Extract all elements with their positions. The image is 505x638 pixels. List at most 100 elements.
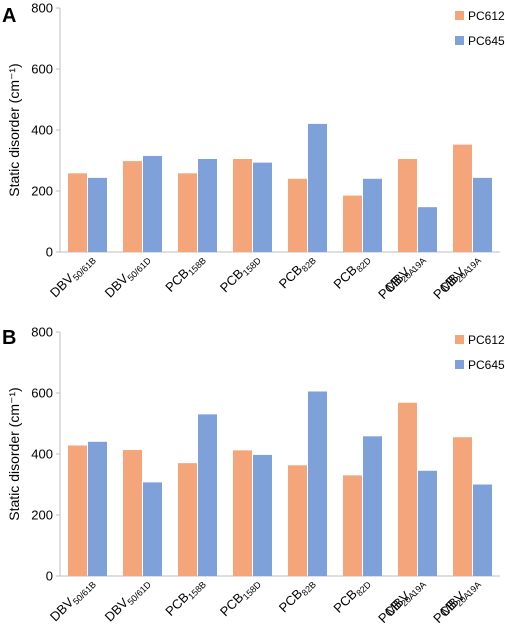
x-tick-label-subscript: 50/61B [71, 579, 98, 606]
bar-pc612-3 [233, 450, 252, 576]
bar-pc645-5 [363, 178, 382, 252]
bar-pc612-7 [453, 144, 472, 252]
bar-pc612-1 [123, 450, 142, 576]
bar-pc612-0 [68, 173, 87, 252]
legend-label-pc645: PC645 [468, 34, 505, 48]
x-tick-label-line: PCB158D [217, 574, 263, 620]
x-tick-label-line: DBV50/61B [47, 251, 98, 302]
x-tick-label-subscript: 82D [354, 255, 373, 274]
x-tick-label-subscript: 158B [186, 579, 208, 601]
x-tick-label-line: PCB82B [276, 251, 318, 293]
panel-label: A [2, 5, 16, 27]
bar-pc612-5 [343, 195, 362, 252]
bar-pc645-2 [198, 414, 217, 576]
legend-label-pc612: PC612 [468, 333, 505, 347]
x-tick-label-line: PCB82D [330, 574, 373, 617]
legend-swatch-pc645 [455, 360, 464, 369]
x-tick-label-subscript: 50/61D [125, 255, 153, 283]
bar-pc645-7 [473, 484, 492, 576]
x-tick-label-subscript: 158D [241, 579, 264, 602]
bar-pc645-0 [88, 441, 107, 576]
bar-pc612-6 [398, 158, 417, 252]
bar-pc645-6 [418, 207, 437, 252]
bar-pc645-4 [308, 123, 327, 253]
bar-pc645-2 [198, 158, 217, 252]
bar-pc645-4 [308, 391, 327, 576]
bar-pc612-1 [123, 161, 142, 252]
bar-pc645-0 [88, 177, 107, 252]
x-tick-label-1: DBV50/61D [102, 250, 154, 302]
x-tick-label-5: PCB82D [330, 574, 373, 617]
x-tick-label-subscript: 50/61D [125, 579, 153, 607]
x-tick-label-4: PCB82B [276, 251, 318, 293]
x-tick-label-line: MBV 19A [382, 575, 428, 621]
x-tick-label-line: PCB158D [217, 250, 263, 296]
x-tick-label-line: PCB158B [162, 251, 208, 297]
x-tick-label-3: PCB158D [217, 250, 263, 296]
x-tick-label-0: DBV50/61B [47, 575, 98, 626]
x-tick-label-line: DBV50/61D [102, 574, 154, 626]
y-tick-label: 400 [31, 447, 53, 462]
bar-pc612-0 [68, 445, 87, 576]
x-tick-label-subscript: 158D [241, 255, 264, 278]
bar-pc612-4 [288, 178, 307, 252]
bar-pc645-1 [143, 155, 162, 252]
x-tick-label-line: MBV 19A [437, 251, 483, 297]
legend-swatch-pc612 [455, 11, 464, 20]
bar-pc612-2 [178, 173, 197, 252]
x-tick-label-line: PCB82D [330, 250, 373, 293]
y-tick-label: 400 [31, 123, 53, 138]
y-tick-label: 600 [31, 62, 53, 77]
x-tick-label-0: DBV50/61B [47, 251, 98, 302]
legend-label-pc645: PC645 [468, 358, 505, 372]
legend-label-pc612: PC612 [468, 9, 505, 23]
x-tick-label-line: MBV 19A [382, 251, 428, 297]
x-tick-label-subscript: 158B [186, 255, 208, 277]
bar-pc612-4 [288, 465, 307, 576]
panel-a-chart: A Static disorder (cm⁻¹) 0 200 400 600 800 DBV5… [2, 1, 505, 302]
legend: PC612 PC645 [455, 9, 505, 48]
bar-pc645-1 [143, 482, 162, 576]
y-tick-label: 600 [31, 386, 53, 401]
legend-swatch-pc612 [455, 335, 464, 344]
legend-swatch-pc645 [455, 36, 464, 45]
bar-pc612-6 [398, 402, 417, 576]
bar-pc645-6 [418, 470, 437, 576]
y-tick-label: 200 [31, 508, 53, 523]
x-tick-label-4: PCB82B [276, 575, 318, 617]
x-tick-label-subscript: 50/61B [71, 255, 98, 282]
y-axis-title: Static disorder (cm⁻¹) [6, 387, 22, 520]
bar-pc612-3 [233, 158, 252, 252]
bar-pc645-5 [363, 436, 382, 576]
y-tick-label: 0 [46, 245, 53, 260]
legend: PC612 PC645 [455, 333, 505, 372]
y-tick-label: 0 [46, 569, 53, 584]
x-tick-label-line: DBV50/61D [102, 250, 154, 302]
bar-pc612-2 [178, 463, 197, 576]
y-axis-title: Static disorder (cm⁻¹) [6, 63, 22, 196]
x-tick-label-line: PCB82B [276, 575, 318, 617]
x-tick-label-line: PCB158B [162, 575, 208, 621]
y-tick-label: 200 [31, 184, 53, 199]
x-tick-label-line: MBV 19A [437, 575, 483, 621]
bar-pc645-3 [253, 454, 272, 576]
bar-pc612-7 [453, 437, 472, 576]
x-tick-label-1: DBV50/61D [102, 574, 154, 626]
x-tick-label-5: PCB82D [330, 250, 373, 293]
x-tick-label-line: DBV50/61B [47, 575, 98, 626]
x-tick-label-subscript: 82D [354, 579, 373, 598]
panel-label: B [2, 327, 16, 349]
y-tick-label: 800 [31, 1, 53, 16]
x-tick-label-2: PCB158B [162, 251, 208, 297]
y-tick-label: 800 [31, 325, 53, 340]
x-tick-label-3: PCB158D [217, 574, 263, 620]
panel-b-chart: B Static disorder (cm⁻¹) 0 200 400 600 800 DBV5… [2, 325, 505, 626]
bar-pc645-3 [253, 162, 272, 252]
bar-pc645-7 [473, 177, 492, 252]
